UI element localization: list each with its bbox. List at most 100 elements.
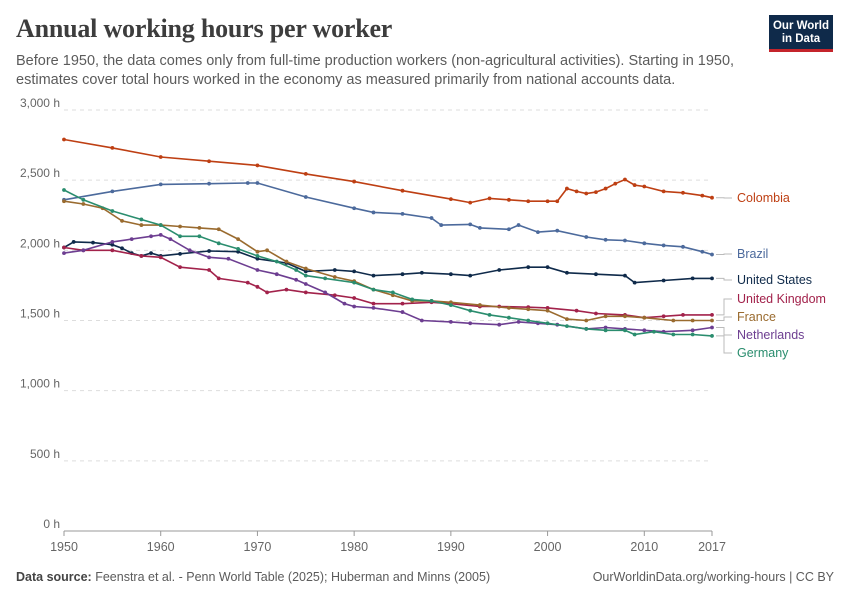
data-point bbox=[603, 314, 608, 319]
label-connector bbox=[716, 298, 732, 316]
data-point bbox=[207, 181, 211, 186]
data-point bbox=[690, 332, 695, 337]
data-point bbox=[158, 232, 163, 237]
y-tick-label: 3,000 h bbox=[20, 96, 60, 110]
data-point bbox=[468, 308, 473, 313]
data-point bbox=[139, 254, 144, 258]
data-point bbox=[303, 282, 308, 286]
data-point bbox=[400, 188, 405, 193]
series-label-colombia[interactable]: Colombia bbox=[737, 191, 790, 205]
data-point bbox=[448, 303, 453, 307]
series-label-united-kingdom[interactable]: United Kingdom bbox=[737, 292, 826, 306]
label-connector bbox=[716, 335, 732, 354]
series-line-united-kingdom[interactable] bbox=[63, 246, 712, 319]
data-point bbox=[623, 238, 627, 243]
data-point bbox=[574, 189, 579, 194]
data-point bbox=[120, 246, 124, 251]
data-point bbox=[710, 318, 714, 323]
data-point bbox=[516, 223, 521, 227]
series-label-germany[interactable]: Germany bbox=[737, 346, 789, 360]
data-source: Data source: Feenstra et al. - Penn Worl… bbox=[16, 570, 490, 584]
x-tick-label: 1980 bbox=[340, 540, 368, 554]
data-point bbox=[545, 199, 550, 204]
data-point bbox=[352, 179, 357, 184]
data-point bbox=[477, 225, 482, 230]
data-point bbox=[516, 320, 521, 324]
data-point bbox=[390, 290, 395, 295]
data-point bbox=[81, 197, 86, 202]
data-point bbox=[236, 249, 240, 254]
data-point bbox=[642, 315, 647, 320]
data-point bbox=[303, 273, 308, 278]
data-point bbox=[265, 290, 270, 295]
data-point bbox=[565, 317, 569, 321]
data-point bbox=[120, 218, 124, 223]
data-point bbox=[545, 305, 550, 310]
data-point bbox=[623, 273, 627, 278]
data-point bbox=[661, 243, 666, 248]
series-label-brazil[interactable]: Brazil bbox=[737, 247, 768, 261]
data-point bbox=[613, 181, 618, 186]
data-point bbox=[110, 240, 115, 244]
gridlines bbox=[64, 109, 712, 532]
y-tick-label: 500 h bbox=[30, 447, 60, 461]
data-point bbox=[536, 230, 540, 234]
label-connector bbox=[716, 277, 732, 281]
data-point bbox=[526, 265, 531, 270]
data-point bbox=[681, 312, 685, 317]
data-point bbox=[623, 177, 627, 182]
series-label-united-states[interactable]: United States bbox=[737, 273, 812, 287]
data-point bbox=[62, 199, 66, 204]
data-point bbox=[661, 278, 666, 283]
series-line-germany[interactable] bbox=[63, 189, 713, 337]
y-tick-label: 2,500 h bbox=[20, 166, 60, 180]
data-point bbox=[565, 270, 569, 275]
data-point bbox=[245, 181, 250, 185]
data-point bbox=[207, 249, 211, 253]
data-source-label: Data source: bbox=[16, 570, 92, 584]
series-line-colombia[interactable] bbox=[63, 138, 713, 204]
data-point bbox=[245, 280, 250, 285]
data-point bbox=[71, 240, 76, 244]
y-tick-label: 1,500 h bbox=[20, 307, 60, 321]
data-point bbox=[632, 280, 637, 285]
data-point bbox=[652, 329, 656, 334]
logo-line-2: in Data bbox=[781, 33, 821, 45]
data-point bbox=[255, 256, 260, 261]
data-point bbox=[332, 293, 337, 298]
data-point bbox=[603, 328, 608, 333]
data-point bbox=[226, 256, 231, 261]
data-point bbox=[468, 222, 473, 227]
data-point bbox=[410, 297, 415, 302]
series-label-france[interactable]: France bbox=[737, 310, 776, 324]
series-line-united-states[interactable] bbox=[63, 241, 712, 284]
line-chart: 0 h 500 h 1,000 h 1,500 h 2,000 h 2,500 h 3,00… bbox=[20, 96, 826, 554]
y-axis-ticks: 0 h 500 h 1,000 h 1,500 h 2,000 h 2,500 h 3,00… bbox=[20, 96, 60, 531]
data-point bbox=[690, 276, 695, 281]
data-point bbox=[197, 225, 202, 230]
series-line-netherlands[interactable] bbox=[63, 234, 713, 333]
series-line-brazil[interactable] bbox=[63, 182, 713, 256]
data-point bbox=[642, 184, 647, 189]
series-line-france[interactable] bbox=[63, 200, 712, 322]
data-point bbox=[429, 216, 434, 220]
data-point bbox=[216, 241, 221, 246]
data-point bbox=[603, 237, 608, 242]
data-point bbox=[448, 197, 453, 202]
data-point bbox=[323, 276, 328, 281]
data-point bbox=[255, 181, 260, 185]
data-point bbox=[168, 237, 173, 242]
source-link[interactable]: OurWorldinData.org/working-hours | CC BY bbox=[592, 570, 834, 584]
data-point bbox=[178, 234, 182, 239]
data-point bbox=[274, 272, 279, 277]
data-point bbox=[710, 325, 714, 330]
data-point bbox=[236, 247, 240, 251]
data-point bbox=[139, 217, 144, 222]
owid-logo[interactable]: Our World in Data bbox=[769, 15, 833, 52]
data-point bbox=[139, 223, 144, 227]
data-point bbox=[632, 183, 637, 187]
series-label-netherlands[interactable]: Netherlands bbox=[737, 328, 804, 342]
data-point bbox=[594, 272, 598, 277]
data-point bbox=[623, 328, 627, 333]
data-point bbox=[584, 191, 589, 196]
